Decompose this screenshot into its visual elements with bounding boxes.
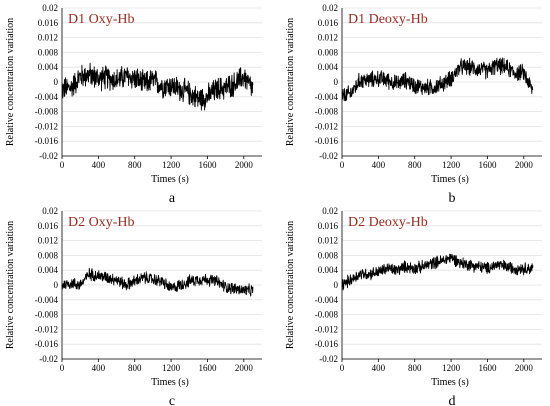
series-line — [341, 253, 534, 291]
series-line — [341, 57, 534, 102]
y-tick-label: 0.016 — [38, 18, 59, 28]
y-tick-label: -0.016 — [35, 339, 59, 349]
x-tick-label: 0 — [60, 363, 65, 373]
x-tick-label: 400 — [372, 160, 386, 170]
y-axis-label: Relative concentration variation — [285, 221, 296, 349]
y-tick-label: -0.02 — [319, 354, 338, 364]
x-tick-label: 1200 — [162, 363, 181, 373]
y-tick-label: 0.008 — [38, 250, 59, 260]
y-tick-label: 0 — [54, 280, 59, 290]
y-tick-label: 0.02 — [42, 206, 58, 216]
y-tick-label: -0.012 — [35, 324, 58, 334]
x-tick-label: 400 — [92, 160, 106, 170]
x-tick-label: 1200 — [442, 363, 461, 373]
x-axis-label: Times (s) — [431, 174, 469, 185]
panel-letter: d — [449, 394, 456, 406]
y-tick-label: 0.016 — [318, 221, 339, 231]
x-tick-label: 800 — [408, 160, 422, 170]
panel-title: D1 Oxy-Hb — [68, 12, 135, 27]
y-tick-label: -0.008 — [315, 310, 339, 320]
y-tick-label: 0.02 — [322, 206, 338, 216]
y-tick-label: 0.008 — [38, 47, 59, 57]
panel-letter: b — [449, 191, 456, 206]
x-tick-label: 800 — [128, 363, 142, 373]
series-line — [61, 267, 254, 297]
x-tick-label: 400 — [92, 363, 106, 373]
panel-c: -0.02 -0.016 -0.012 -0.008 -0.004 0 0.004 0.008… — [5, 206, 262, 406]
y-tick-label: 0 — [54, 77, 59, 87]
y-tick-label: 0 — [334, 280, 339, 290]
x-tick-label: 0 — [340, 363, 345, 373]
x-axis-label: Times (s) — [151, 377, 189, 388]
x-tick-label: 1200 — [442, 160, 461, 170]
x-tick-label: 2000 — [515, 363, 534, 373]
y-tick-label: -0.004 — [315, 92, 339, 102]
y-tick-label: 0.016 — [318, 18, 339, 28]
y-tick-label: -0.02 — [39, 151, 58, 161]
y-tick-label: 0.004 — [38, 62, 59, 72]
x-tick-label: 0 — [340, 160, 345, 170]
y-tick-label: 0 — [334, 77, 339, 87]
x-tick-label: 1600 — [198, 160, 217, 170]
panel-a: -0.02 -0.016 -0.012 -0.008 -0.004 0 0.004 0.008… — [5, 3, 262, 206]
y-tick-label: 0.02 — [42, 3, 58, 13]
y-tick-label: 0.016 — [38, 221, 59, 231]
y-tick-label: 0.008 — [318, 47, 339, 57]
panel-b: -0.02 -0.016 -0.012 -0.008 -0.004 0 0.004 0.008… — [285, 3, 542, 206]
panel-title: D2 Deoxy-Hb — [348, 215, 428, 230]
y-tick-label: 0.004 — [318, 62, 339, 72]
y-axis-label: Relative concentration variation — [5, 221, 16, 349]
x-tick-label: 2000 — [235, 160, 254, 170]
x-tick-label: 1600 — [198, 363, 217, 373]
y-tick-label: -0.008 — [315, 107, 339, 117]
y-tick-label: -0.012 — [35, 121, 58, 131]
x-tick-label: 0 — [60, 160, 65, 170]
y-tick-label: -0.012 — [315, 121, 338, 131]
y-tick-label: 0.008 — [318, 250, 339, 260]
panel-letter: a — [169, 191, 176, 206]
y-tick-label: -0.004 — [35, 92, 59, 102]
y-tick-label: -0.016 — [315, 136, 339, 146]
y-tick-label: -0.02 — [319, 151, 338, 161]
y-tick-label: 0.012 — [38, 33, 58, 43]
x-tick-label: 1200 — [162, 160, 181, 170]
series-line — [61, 62, 254, 111]
x-tick-label: 800 — [128, 160, 142, 170]
x-tick-label: 2000 — [515, 160, 534, 170]
y-tick-label: -0.004 — [35, 295, 59, 305]
panel-title: D1 Deoxy-Hb — [348, 12, 428, 27]
y-tick-label: -0.016 — [35, 136, 59, 146]
x-tick-label: 1600 — [478, 160, 497, 170]
x-axis-label: Times (s) — [151, 174, 189, 185]
y-tick-label: -0.004 — [315, 295, 339, 305]
y-tick-label: -0.016 — [315, 339, 339, 349]
x-tick-label: 1600 — [478, 363, 497, 373]
x-tick-label: 400 — [372, 363, 386, 373]
y-tick-label: 0.004 — [38, 265, 59, 275]
y-tick-label: -0.008 — [35, 107, 59, 117]
y-tick-label: -0.012 — [315, 324, 338, 334]
y-axis-label: Relative concentration variation — [285, 18, 296, 146]
y-tick-label: 0.012 — [38, 236, 58, 246]
y-tick-label: -0.008 — [35, 310, 59, 320]
y-tick-label: 0.004 — [318, 265, 339, 275]
x-axis-label: Times (s) — [431, 377, 469, 388]
panel-title: D2 Oxy-Hb — [68, 215, 135, 230]
y-axis-label: Relative concentration variation — [5, 18, 16, 146]
x-tick-label: 800 — [408, 363, 422, 373]
y-tick-label: -0.02 — [39, 354, 58, 364]
panel-d: -0.02 -0.016 -0.012 -0.008 -0.004 0 0.004 0.008… — [285, 206, 542, 406]
x-tick-label: 2000 — [235, 363, 254, 373]
y-tick-label: 0.012 — [318, 236, 338, 246]
panel-letter: c — [169, 394, 175, 406]
y-tick-label: 0.012 — [318, 33, 338, 43]
y-tick-label: 0.02 — [322, 3, 338, 13]
